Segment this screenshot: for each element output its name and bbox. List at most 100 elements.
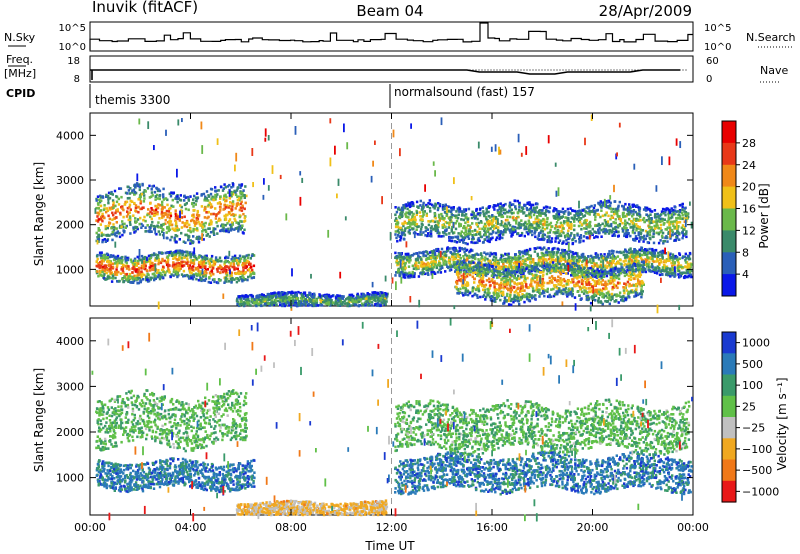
data-cell [643,253,646,256]
data-cell [108,264,111,268]
data-cell [585,265,589,268]
data-cell [652,249,655,253]
data-cell [190,252,193,256]
data-cell [166,198,169,202]
data-cell [677,262,680,265]
data-cell [239,202,243,206]
data-cell [536,237,540,240]
data-cell [668,226,672,229]
data-cell [99,265,102,269]
data-cell [167,213,170,216]
data-cell [673,226,676,230]
data-cell [136,218,140,221]
data-cell [238,257,242,261]
data-cell [466,224,470,227]
data-cell [598,203,601,206]
data-cell [420,225,423,229]
data-cell [175,265,178,268]
data-cell [415,200,419,204]
data-cell [140,254,144,258]
data-cell [555,259,558,263]
data-cell [437,225,440,229]
data-cell [445,229,448,233]
data-cell [139,279,143,282]
data-cell [464,242,467,245]
data-cell [677,210,680,213]
data-cell [189,195,192,198]
data-cell [585,274,588,277]
data-cell [541,226,544,230]
data-cell [471,238,474,241]
data-cell [618,251,621,254]
data-cell [567,253,570,257]
data-cell [185,225,189,229]
data-cell [637,233,640,236]
data-cell [172,205,175,208]
data-cell [115,227,118,230]
data-cell [120,261,124,264]
data-cell [202,260,206,263]
data-cell [195,227,199,230]
data-cell [112,226,116,229]
data-cell [410,222,414,226]
data-cell [111,230,114,234]
data-cell [230,227,234,231]
data-cell [412,212,415,216]
data-cell [548,235,551,238]
data-cell [599,205,603,208]
data-cell [472,256,475,259]
data-cell [147,254,151,258]
data-cell [549,261,552,264]
data-cell [241,274,244,277]
data-cell [624,222,627,226]
data-cell [202,228,205,232]
data-cell [562,257,565,261]
data-cell [152,252,156,255]
data-cell [670,207,673,210]
data-cell [174,234,177,237]
data-cell [138,185,141,189]
data-cell [111,232,114,236]
data-cell [131,191,134,194]
data-cell [99,217,102,221]
data-cell [126,185,129,189]
data-cell [467,233,470,237]
data-cell [101,259,105,262]
data-cell [515,217,518,220]
data-cell [157,275,160,279]
data-cell [194,268,198,271]
data-cell [246,259,249,263]
data-cell [241,278,244,281]
data-cell [106,267,109,271]
data-cell [234,207,237,210]
data-cell [640,235,643,239]
data-cell [470,241,473,244]
data-cell [106,259,110,263]
data-cell [640,258,644,262]
data-cell [205,199,208,202]
data-cell [396,262,400,265]
data-cell [423,210,426,213]
data-cell [184,254,187,257]
data-cell [518,234,521,237]
data-cell [127,275,130,278]
data-cell [216,202,220,205]
data-cell [593,255,596,259]
data-cell [506,215,509,218]
data-cell [544,214,547,217]
data-cell [195,222,198,225]
data-cell [168,254,171,257]
data-cell [543,233,546,237]
data-cell [434,216,437,220]
data-cell [132,188,136,192]
data-cell [677,260,680,263]
data-cell [512,230,515,234]
data-cell [103,258,106,261]
data-cell [636,255,639,259]
data-cell [126,212,130,216]
data-cell [450,208,453,212]
data-cell [213,262,217,266]
data-cell [176,200,179,204]
data-cell [219,218,222,222]
data-cell [95,219,98,222]
